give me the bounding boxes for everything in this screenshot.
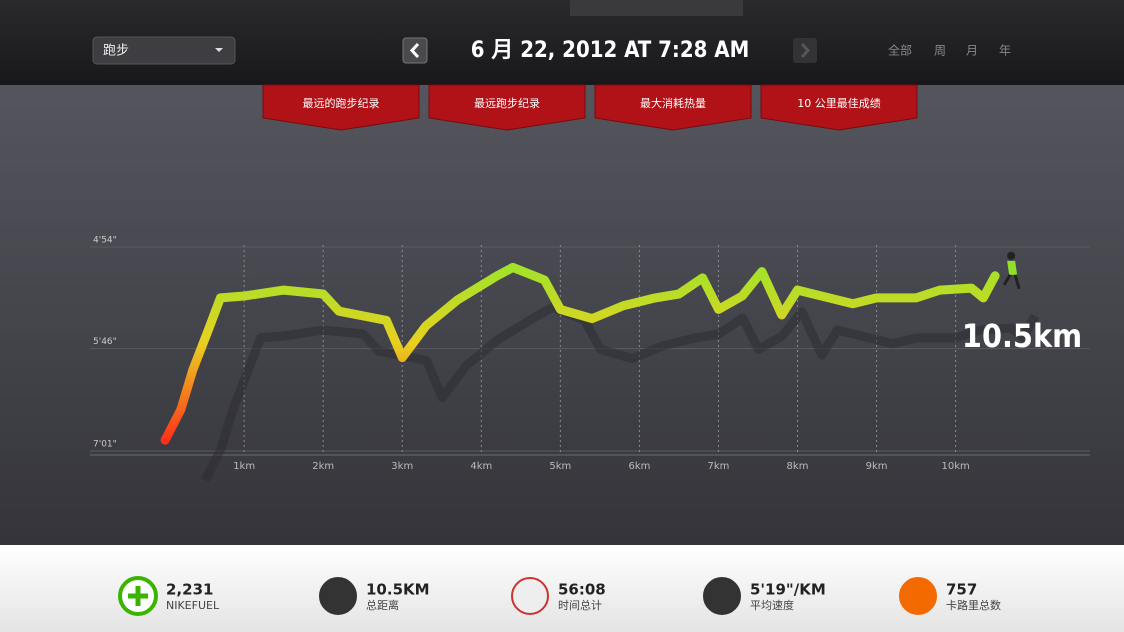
stat-label: 卡路里总数 [946, 598, 1001, 612]
runner-head [1007, 251, 1016, 260]
x-tick-label: 1km [233, 461, 255, 472]
tab [570, 0, 743, 16]
period-tab[interactable]: 周 [934, 44, 946, 58]
stat-value: 10.5KM [366, 581, 430, 599]
stat-value: 2,231 [166, 581, 213, 599]
next-icon [800, 42, 811, 59]
x-tick-label: 6km [628, 461, 650, 472]
badge-ribbon [594, 84, 752, 131]
stat-value: 56:08 [558, 581, 606, 599]
stat-value: 757 [946, 581, 977, 599]
stat-icon [703, 577, 741, 615]
y-tick-label: 7'01" [93, 440, 117, 450]
badge-label: 最远的跑步纪录 [303, 96, 380, 110]
stat-icon [511, 577, 549, 615]
end-label: 10.5km [962, 317, 1082, 355]
pace-line [160, 262, 1000, 445]
runner-icon [1002, 251, 1021, 290]
badge-label: 最远跑步纪录 [474, 96, 540, 110]
x-tick-label: 9km [866, 461, 888, 472]
stat-label: 总距离 [366, 598, 399, 612]
x-tick-label: 2km [312, 461, 334, 472]
prev-icon [409, 42, 420, 59]
period-tab[interactable]: 月 [966, 44, 978, 58]
stat-value: 5'19"/KM [750, 581, 826, 599]
x-tick-label: 3km [391, 461, 413, 472]
stat-label: NIKEFUEL [166, 599, 220, 612]
x-tick-label: 10km [941, 461, 969, 472]
y-tick-label: 5'46" [93, 337, 117, 347]
runner-legs [1002, 274, 1021, 290]
plus [128, 586, 148, 606]
stat-label: 平均速度 [750, 598, 794, 612]
stat-label: 时间总计 [558, 598, 602, 612]
badge-label: 10 公里最佳成绩 [797, 96, 881, 110]
date: 6 月 22, 2012 AT 7:28 AM [471, 38, 750, 63]
stats-bar [0, 545, 1124, 632]
dropdown-arrow [215, 48, 223, 52]
pace-shadow [201, 302, 1040, 483]
badge-ribbon [428, 84, 586, 131]
badge-ribbon [262, 84, 420, 131]
next-button[interactable] [793, 38, 817, 63]
y-tick-label: 4'54" [93, 236, 117, 246]
stat-icon [899, 577, 937, 615]
runner-body [1007, 260, 1018, 275]
x-tick-label: 8km [787, 461, 809, 472]
badge-label: 最大消耗热量 [640, 96, 706, 110]
badge-ribbon [760, 84, 918, 131]
period-tab[interactable]: 年 [999, 44, 1011, 58]
stat-icon [319, 577, 357, 615]
activity-select[interactable] [92, 36, 236, 65]
x-tick-label: 5km [549, 461, 571, 472]
activity: 跑步 [103, 44, 129, 59]
prev-button[interactable] [402, 37, 428, 64]
period-tab[interactable]: 全部 [888, 43, 912, 58]
x-tick-label: 4km [470, 461, 492, 472]
x-tick-label: 7km [708, 461, 730, 472]
